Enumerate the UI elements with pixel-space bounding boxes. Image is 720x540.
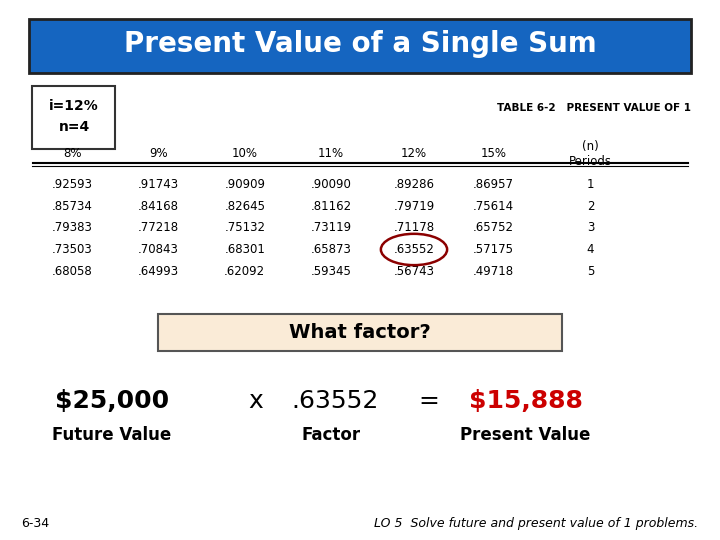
Text: Present Value: Present Value xyxy=(460,426,591,444)
Text: 2: 2 xyxy=(587,200,594,213)
Text: 15%: 15% xyxy=(480,147,506,160)
Text: .79719: .79719 xyxy=(393,200,435,213)
Text: x: x xyxy=(248,389,263,413)
Text: 12%: 12% xyxy=(401,147,427,160)
Text: .65752: .65752 xyxy=(473,221,513,234)
Text: .90909: .90909 xyxy=(225,178,265,191)
Text: .89286: .89286 xyxy=(394,178,434,191)
Text: .65873: .65873 xyxy=(311,243,351,256)
FancyBboxPatch shape xyxy=(29,19,691,73)
Text: .49718: .49718 xyxy=(472,265,514,278)
Text: 5: 5 xyxy=(587,265,594,278)
Text: .63552: .63552 xyxy=(394,243,434,256)
Text: .68058: .68058 xyxy=(52,265,92,278)
Text: 8%: 8% xyxy=(63,147,81,160)
Text: Future Value: Future Value xyxy=(52,426,171,444)
FancyBboxPatch shape xyxy=(32,86,115,148)
Text: .73503: .73503 xyxy=(52,243,92,256)
Text: .91743: .91743 xyxy=(138,178,179,191)
Text: .64993: .64993 xyxy=(138,265,179,278)
Text: .90090: .90090 xyxy=(311,178,351,191)
Text: Factor: Factor xyxy=(302,426,361,444)
Text: i=12%
n=4: i=12% n=4 xyxy=(49,99,99,134)
Text: $15,888: $15,888 xyxy=(469,389,582,413)
Text: .57175: .57175 xyxy=(473,243,513,256)
Text: .81162: .81162 xyxy=(310,200,352,213)
Text: .56743: .56743 xyxy=(394,265,434,278)
Text: 10%: 10% xyxy=(232,147,258,160)
Text: =: = xyxy=(418,389,438,413)
Text: .92593: .92593 xyxy=(52,178,92,191)
Text: 1: 1 xyxy=(587,178,594,191)
Text: .70843: .70843 xyxy=(138,243,179,256)
Text: 3: 3 xyxy=(587,221,594,234)
Text: .84168: .84168 xyxy=(138,200,179,213)
Text: Present Value of a Single Sum: Present Value of a Single Sum xyxy=(124,30,596,58)
Text: What factor?: What factor? xyxy=(289,322,431,342)
Text: .68301: .68301 xyxy=(225,243,265,256)
Text: .63552: .63552 xyxy=(291,389,379,413)
FancyBboxPatch shape xyxy=(158,314,562,351)
Text: .75132: .75132 xyxy=(225,221,265,234)
Text: .73119: .73119 xyxy=(310,221,352,234)
Text: .82645: .82645 xyxy=(225,200,265,213)
Text: 6-34: 6-34 xyxy=(22,517,50,530)
Text: .71178: .71178 xyxy=(393,221,435,234)
Text: .79383: .79383 xyxy=(52,221,92,234)
Text: TABLE 6-2   PRESENT VALUE OF 1: TABLE 6-2 PRESENT VALUE OF 1 xyxy=(498,103,691,113)
Text: .59345: .59345 xyxy=(311,265,351,278)
Text: LO 5  Solve future and present value of 1 problems.: LO 5 Solve future and present value of 1… xyxy=(374,517,698,530)
Text: (n)
Periods: (n) Periods xyxy=(569,140,612,168)
Text: 4: 4 xyxy=(587,243,594,256)
Text: $25,000: $25,000 xyxy=(55,389,168,413)
Text: .85734: .85734 xyxy=(52,200,92,213)
Text: 9%: 9% xyxy=(149,147,168,160)
Text: .75614: .75614 xyxy=(472,200,514,213)
Text: .62092: .62092 xyxy=(224,265,266,278)
Text: 11%: 11% xyxy=(318,147,344,160)
Text: .86957: .86957 xyxy=(473,178,513,191)
Text: .77218: .77218 xyxy=(138,221,179,234)
